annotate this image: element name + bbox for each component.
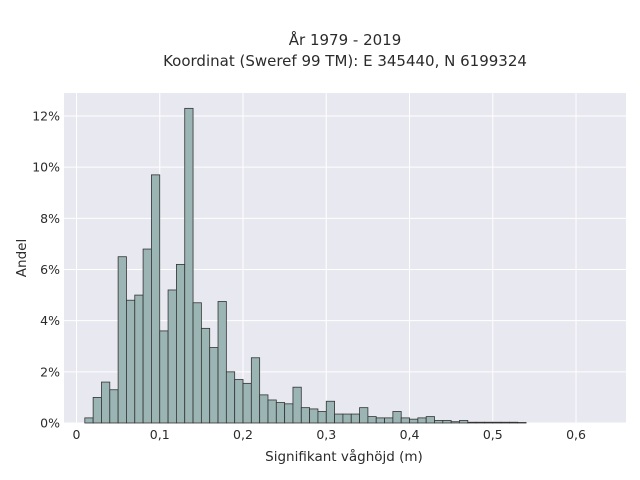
histogram-bar (309, 408, 319, 424)
y-tick-label: 6% (40, 262, 60, 277)
x-tick-label: 0,3 (316, 427, 336, 442)
histogram-bar (342, 413, 352, 424)
histogram-bar (92, 397, 102, 424)
chart-title: År 1979 - 2019 (289, 30, 402, 49)
histogram-bar (175, 263, 186, 424)
x-tick-label: 0,2 (233, 427, 253, 442)
histogram-bar (159, 330, 169, 424)
x-tick-label: 0,5 (483, 427, 503, 442)
y-axis-ticks: 0% 2% 4% 6% 8% 10% 12% (32, 109, 60, 431)
histogram-bar (109, 389, 119, 424)
histogram-bar (459, 420, 469, 424)
histogram-bar (234, 379, 244, 424)
histogram-bar (209, 347, 219, 424)
histogram-bar (134, 294, 144, 424)
histogram-bar (242, 382, 252, 424)
x-axis-label: Signifikant våghöjd (m) (265, 448, 423, 465)
histogram-bar (151, 174, 161, 424)
histogram-bar (250, 357, 261, 424)
x-axis-ticks: 0 0,1 0,2 0,3 0,4 0,5 0,6 (73, 427, 587, 442)
histogram-bar (84, 417, 94, 424)
histogram-bar (367, 416, 377, 424)
y-tick-label: 0% (40, 416, 60, 431)
y-tick-label: 10% (32, 160, 60, 175)
histogram-bar (384, 417, 394, 424)
chart-subtitle: Koordinat (Sweref 99 TM): E 345440, N 61… (163, 52, 527, 70)
y-tick-label: 8% (40, 211, 60, 226)
histogram-bar (450, 421, 460, 424)
histogram-bar (350, 413, 360, 424)
histogram-bar (509, 421, 519, 424)
histogram-bar (409, 418, 419, 424)
histogram-bar (359, 407, 369, 424)
histogram-bar (167, 289, 177, 424)
bars (84, 107, 527, 424)
histogram-bar (325, 400, 335, 424)
histogram-bar (284, 403, 294, 424)
histogram-bar (434, 420, 444, 424)
histogram-bar (126, 299, 136, 424)
histogram-bar (192, 302, 202, 424)
histogram-bar (275, 402, 286, 424)
histogram-bar (442, 420, 452, 424)
histogram-bar (117, 256, 127, 424)
histogram-bar (334, 413, 344, 424)
histogram-bar (225, 371, 236, 424)
histogram-bar (142, 248, 152, 424)
histogram-bar (300, 407, 311, 424)
y-tick-label: 2% (40, 364, 60, 379)
x-tick-label: 0,1 (150, 427, 170, 442)
histogram-bar (101, 381, 111, 424)
y-axis-label: Andel (14, 239, 30, 277)
x-tick-label: 0,4 (400, 427, 420, 442)
histogram-bar (492, 421, 502, 424)
histogram-bar (400, 417, 410, 424)
histogram-bar (425, 416, 435, 424)
histogram-bar (217, 301, 227, 424)
histogram-bar (417, 417, 427, 424)
histogram-bar (317, 411, 327, 424)
x-tick-label: 0,6 (566, 427, 586, 442)
histogram-bar (484, 421, 494, 424)
histogram-bar (517, 422, 527, 424)
histogram-bar (259, 394, 269, 424)
histogram-bar (467, 421, 477, 424)
x-tick-label: 0 (73, 427, 81, 442)
y-tick-label: 12% (32, 109, 60, 124)
histogram-bar (475, 421, 485, 424)
histogram-bar (375, 417, 385, 424)
histogram-bar (184, 107, 194, 424)
histogram-bar (200, 327, 211, 424)
histogram-bar (500, 421, 510, 424)
histogram-bar (292, 386, 302, 424)
histogram-bar (392, 411, 402, 424)
y-tick-label: 4% (40, 313, 60, 328)
histogram-bar (267, 399, 277, 424)
